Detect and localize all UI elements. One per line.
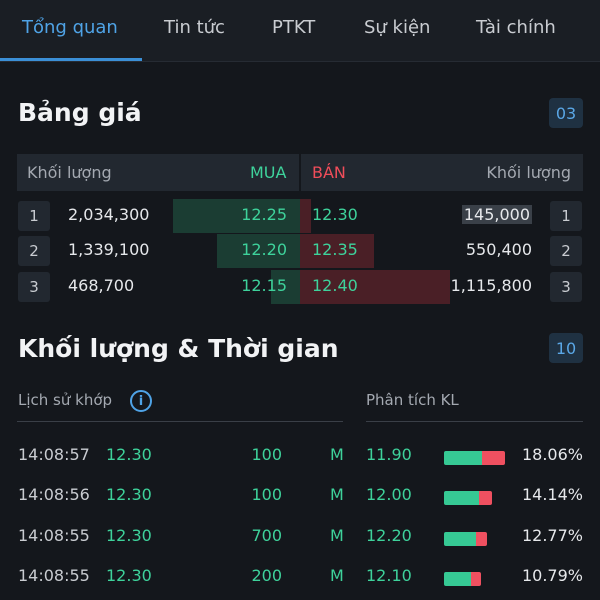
- analysis-price: 12.10: [366, 566, 412, 585]
- tab-financials[interactable]: Tài chính: [476, 17, 556, 38]
- match-history-label: Lịch sử khớp: [18, 391, 113, 409]
- sell-level-index: 2: [550, 236, 582, 266]
- trade-time: 14:08:57: [18, 445, 90, 464]
- trade-row: 14:08:56 12.30 100 M 12.00 14.14%: [0, 481, 600, 511]
- trade-price: 12.30: [106, 526, 152, 545]
- buy-volume-header: Khối lượng: [27, 163, 112, 182]
- buy-volume: 1,339,100: [68, 240, 150, 259]
- info-icon[interactable]: i: [130, 390, 152, 412]
- buy-price: 12.15: [241, 276, 287, 295]
- trade-volume: 100: [251, 485, 282, 504]
- sell-volume: 145,000: [461, 205, 532, 224]
- order-book-row[interactable]: 3 468,700 12.15 12.40 1,115,800 3: [0, 270, 600, 304]
- sell-ratio-segment: [479, 491, 492, 505]
- trade-volume: 700: [251, 526, 282, 545]
- order-book-header: Khối lượng MUA BÁN Khối lượng: [17, 154, 583, 191]
- volume-ratio-bar: [444, 451, 505, 465]
- analysis-percent: 12.77%: [521, 526, 583, 545]
- price-board-badge[interactable]: 03: [549, 98, 583, 128]
- tab-news[interactable]: Tin tức: [164, 17, 225, 38]
- active-tab-indicator: [0, 58, 142, 61]
- trade-row: 14:08:57 12.30 100 M 11.90 18.06%: [0, 441, 600, 471]
- volume-ratio-bar: [444, 491, 492, 505]
- top-tab-bar: Tổng quan Tin tức PTKT Sự kiện Tài chính: [0, 0, 600, 62]
- trade-time: 14:08:55: [18, 526, 90, 545]
- trade-row: 14:08:55 12.30 700 M 12.20 12.77%: [0, 522, 600, 552]
- price-board-title: Bảng giá: [18, 98, 142, 127]
- sell-ratio-segment: [476, 532, 487, 546]
- sell-level-index: 3: [550, 272, 582, 302]
- trade-side: M: [330, 485, 344, 504]
- buy-depth-bar: [271, 270, 300, 304]
- buy-volume: 468,700: [68, 276, 135, 295]
- buy-volume: 2,034,300: [68, 205, 150, 224]
- buy-ratio-segment: [444, 532, 476, 546]
- buy-depth-bar: [173, 199, 300, 233]
- order-book-row[interactable]: 2 1,339,100 12.20 12.35 550,400 2: [0, 234, 600, 268]
- tab-events[interactable]: Sự kiện: [364, 17, 431, 38]
- buy-ratio-segment: [444, 491, 479, 505]
- buy-level-index: 1: [18, 201, 50, 231]
- trade-side: M: [330, 566, 344, 585]
- sell-level-index: 1: [550, 201, 582, 231]
- trade-price: 12.30: [106, 445, 152, 464]
- trade-row: 14:08:55 12.30 200 M 12.10 10.79%: [0, 562, 600, 592]
- time-sales-title: Khối lượng & Thời gian: [18, 334, 339, 363]
- trade-price: 12.30: [106, 566, 152, 585]
- order-book-row[interactable]: 1 2,034,300 12.25 12.30 145,000 1: [0, 199, 600, 233]
- sell-ratio-segment: [482, 451, 505, 465]
- time-sales-badge[interactable]: 10: [549, 333, 583, 363]
- buy-header: MUA: [250, 163, 287, 182]
- analysis-price: 12.00: [366, 485, 412, 504]
- volume-analysis-label: Phân tích KL: [366, 391, 459, 409]
- analysis-price: 11.90: [366, 445, 412, 464]
- trade-price: 12.30: [106, 485, 152, 504]
- tab-technical[interactable]: PTKT: [272, 17, 316, 38]
- sell-price: 12.30: [312, 205, 358, 224]
- trade-volume: 100: [251, 445, 282, 464]
- analysis-percent: 10.79%: [521, 566, 583, 585]
- volume-ratio-bar: [444, 532, 487, 546]
- analysis-percent: 14.14%: [521, 485, 583, 504]
- trade-volume: 200: [251, 566, 282, 585]
- sell-price: 12.35: [312, 240, 358, 259]
- header-divider: [299, 154, 301, 191]
- tab-overview[interactable]: Tổng quan: [22, 17, 118, 38]
- sell-header: BÁN: [312, 163, 346, 182]
- sell-volume: 1,115,800: [450, 276, 532, 295]
- sell-volume-header: Khối lượng: [486, 163, 571, 182]
- sell-depth-bar: [300, 270, 450, 304]
- volume-ratio-bar: [444, 572, 481, 586]
- buy-level-index: 2: [18, 236, 50, 266]
- sell-price: 12.40: [312, 276, 358, 295]
- history-divider: [17, 421, 343, 422]
- buy-price: 12.25: [241, 205, 287, 224]
- trade-time: 14:08:56: [18, 485, 90, 504]
- buy-depth-bar: [217, 234, 300, 268]
- analysis-divider: [366, 421, 583, 422]
- trade-side: M: [330, 526, 344, 545]
- buy-price: 12.20: [241, 240, 287, 259]
- trade-side: M: [330, 445, 344, 464]
- analysis-price: 12.20: [366, 526, 412, 545]
- sell-depth-bar: [300, 199, 311, 233]
- sell-ratio-segment: [471, 572, 481, 586]
- sell-depth-bar: [300, 234, 374, 268]
- buy-ratio-segment: [444, 572, 471, 586]
- sell-volume: 550,400: [465, 240, 532, 259]
- buy-ratio-segment: [444, 451, 482, 465]
- analysis-percent: 18.06%: [521, 445, 583, 464]
- buy-level-index: 3: [18, 272, 50, 302]
- trade-time: 14:08:55: [18, 566, 90, 585]
